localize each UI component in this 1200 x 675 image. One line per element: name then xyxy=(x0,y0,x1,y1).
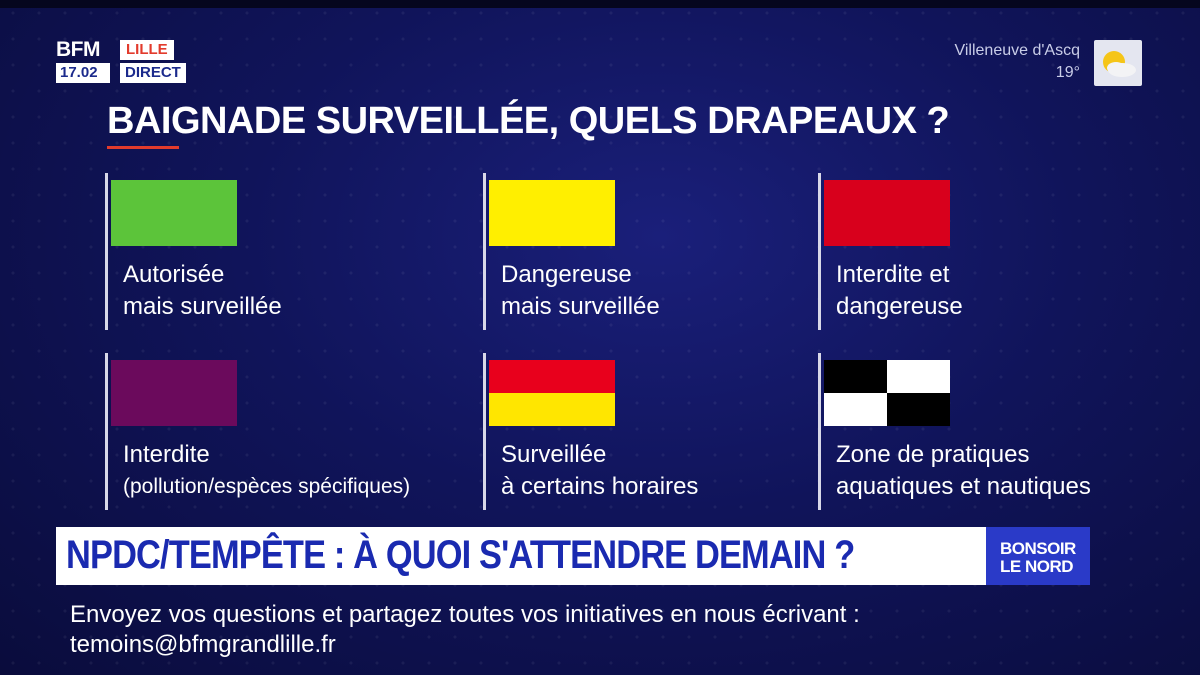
flag-label: Interdite (pollution/espèces spécifiques) xyxy=(123,439,410,503)
flag-label-line2: dangereuse xyxy=(836,293,963,320)
top-letterbox xyxy=(0,0,1200,8)
flag-label: Dangereuse mais surveillée xyxy=(501,259,660,323)
flag-pole xyxy=(105,353,108,510)
region-tag: LILLE xyxy=(120,40,174,60)
flag-item: Surveillée à certains horaires xyxy=(483,353,813,513)
flag-label-line2: (pollution/espèces spécifiques) xyxy=(123,475,411,498)
show-name-line1: BONSOIR xyxy=(1000,539,1076,558)
headline-text: NPDC/TEMPÊTE : À QUOI S'ATTENDRE DEMAIN … xyxy=(66,533,855,577)
show-name-line2: LE NORD xyxy=(1000,557,1074,576)
flag-swatch xyxy=(824,180,950,246)
flag-pole xyxy=(483,173,486,330)
weather-widget: Villeneuve d'Ascq 19° xyxy=(922,40,1142,90)
flag-label: Autorisée mais surveillée xyxy=(123,259,282,323)
flag-pole xyxy=(483,353,486,510)
flag-swatch xyxy=(111,360,237,426)
flag-label-line1: Interdite xyxy=(123,441,210,468)
ticker-email: temoins@bfmgrandlille.fr xyxy=(70,631,336,658)
flag-pole xyxy=(818,353,821,510)
flag-pole xyxy=(818,173,821,330)
ticker: Envoyez vos questions et partagez toutes… xyxy=(70,600,860,660)
weather-location: Villeneuve d'Ascq xyxy=(954,42,1080,59)
slide-title: BAIGNADE SURVEILLÉE, QUELS DRAPEAUX ? xyxy=(107,100,950,142)
flag-label: Surveillée à certains horaires xyxy=(501,439,698,503)
flag-item: Interdite et dangereuse xyxy=(818,173,1148,333)
title-underline xyxy=(107,146,179,149)
flag-item: Autorisée mais surveillée xyxy=(105,173,435,333)
flag-label-line1: Zone de pratiques xyxy=(836,441,1030,468)
flag-swatch xyxy=(111,180,237,246)
flag-swatch xyxy=(824,360,950,426)
clock: 17.02 xyxy=(56,63,110,83)
flag-label: Interdite et dangereuse xyxy=(836,259,963,323)
flag-label-line2: à certains horaires xyxy=(501,473,699,500)
bfm-logo: BFM xyxy=(56,38,101,61)
flag-label-line2: mais surveillée xyxy=(123,293,282,320)
flag-label: Zone de pratiques aquatiques et nautiques xyxy=(836,439,1091,503)
flag-swatch xyxy=(489,180,615,246)
flag-swatch xyxy=(489,360,615,426)
weather-temperature: 19° xyxy=(1055,64,1080,81)
channel-logo: BFM LILLE 17.02 DIRECT xyxy=(56,38,186,86)
flag-label-line1: Interdite et xyxy=(836,261,950,288)
show-badge: BONSOIR LE NORD xyxy=(986,527,1090,585)
flag-label-line1: Surveillée xyxy=(501,441,607,468)
headline-banner: NPDC/TEMPÊTE : À QUOI S'ATTENDRE DEMAIN … xyxy=(56,527,986,585)
flag-item: Zone de pratiques aquatiques et nautiques xyxy=(818,353,1148,513)
flag-item: Dangereuse mais surveillée xyxy=(483,173,813,333)
live-tag: DIRECT xyxy=(120,63,186,83)
ticker-line1: Envoyez vos questions et partagez toutes… xyxy=(70,601,860,628)
flag-label-line2: mais surveillée xyxy=(501,293,660,320)
flag-label-line1: Dangereuse xyxy=(501,261,632,288)
flag-label-line2: aquatiques et nautiques xyxy=(836,473,1091,500)
flag-item: Interdite (pollution/espèces spécifiques) xyxy=(105,353,435,513)
flag-pole xyxy=(105,173,108,330)
partly-sunny-icon xyxy=(1094,40,1142,86)
flag-label-line1: Autorisée xyxy=(123,261,225,288)
